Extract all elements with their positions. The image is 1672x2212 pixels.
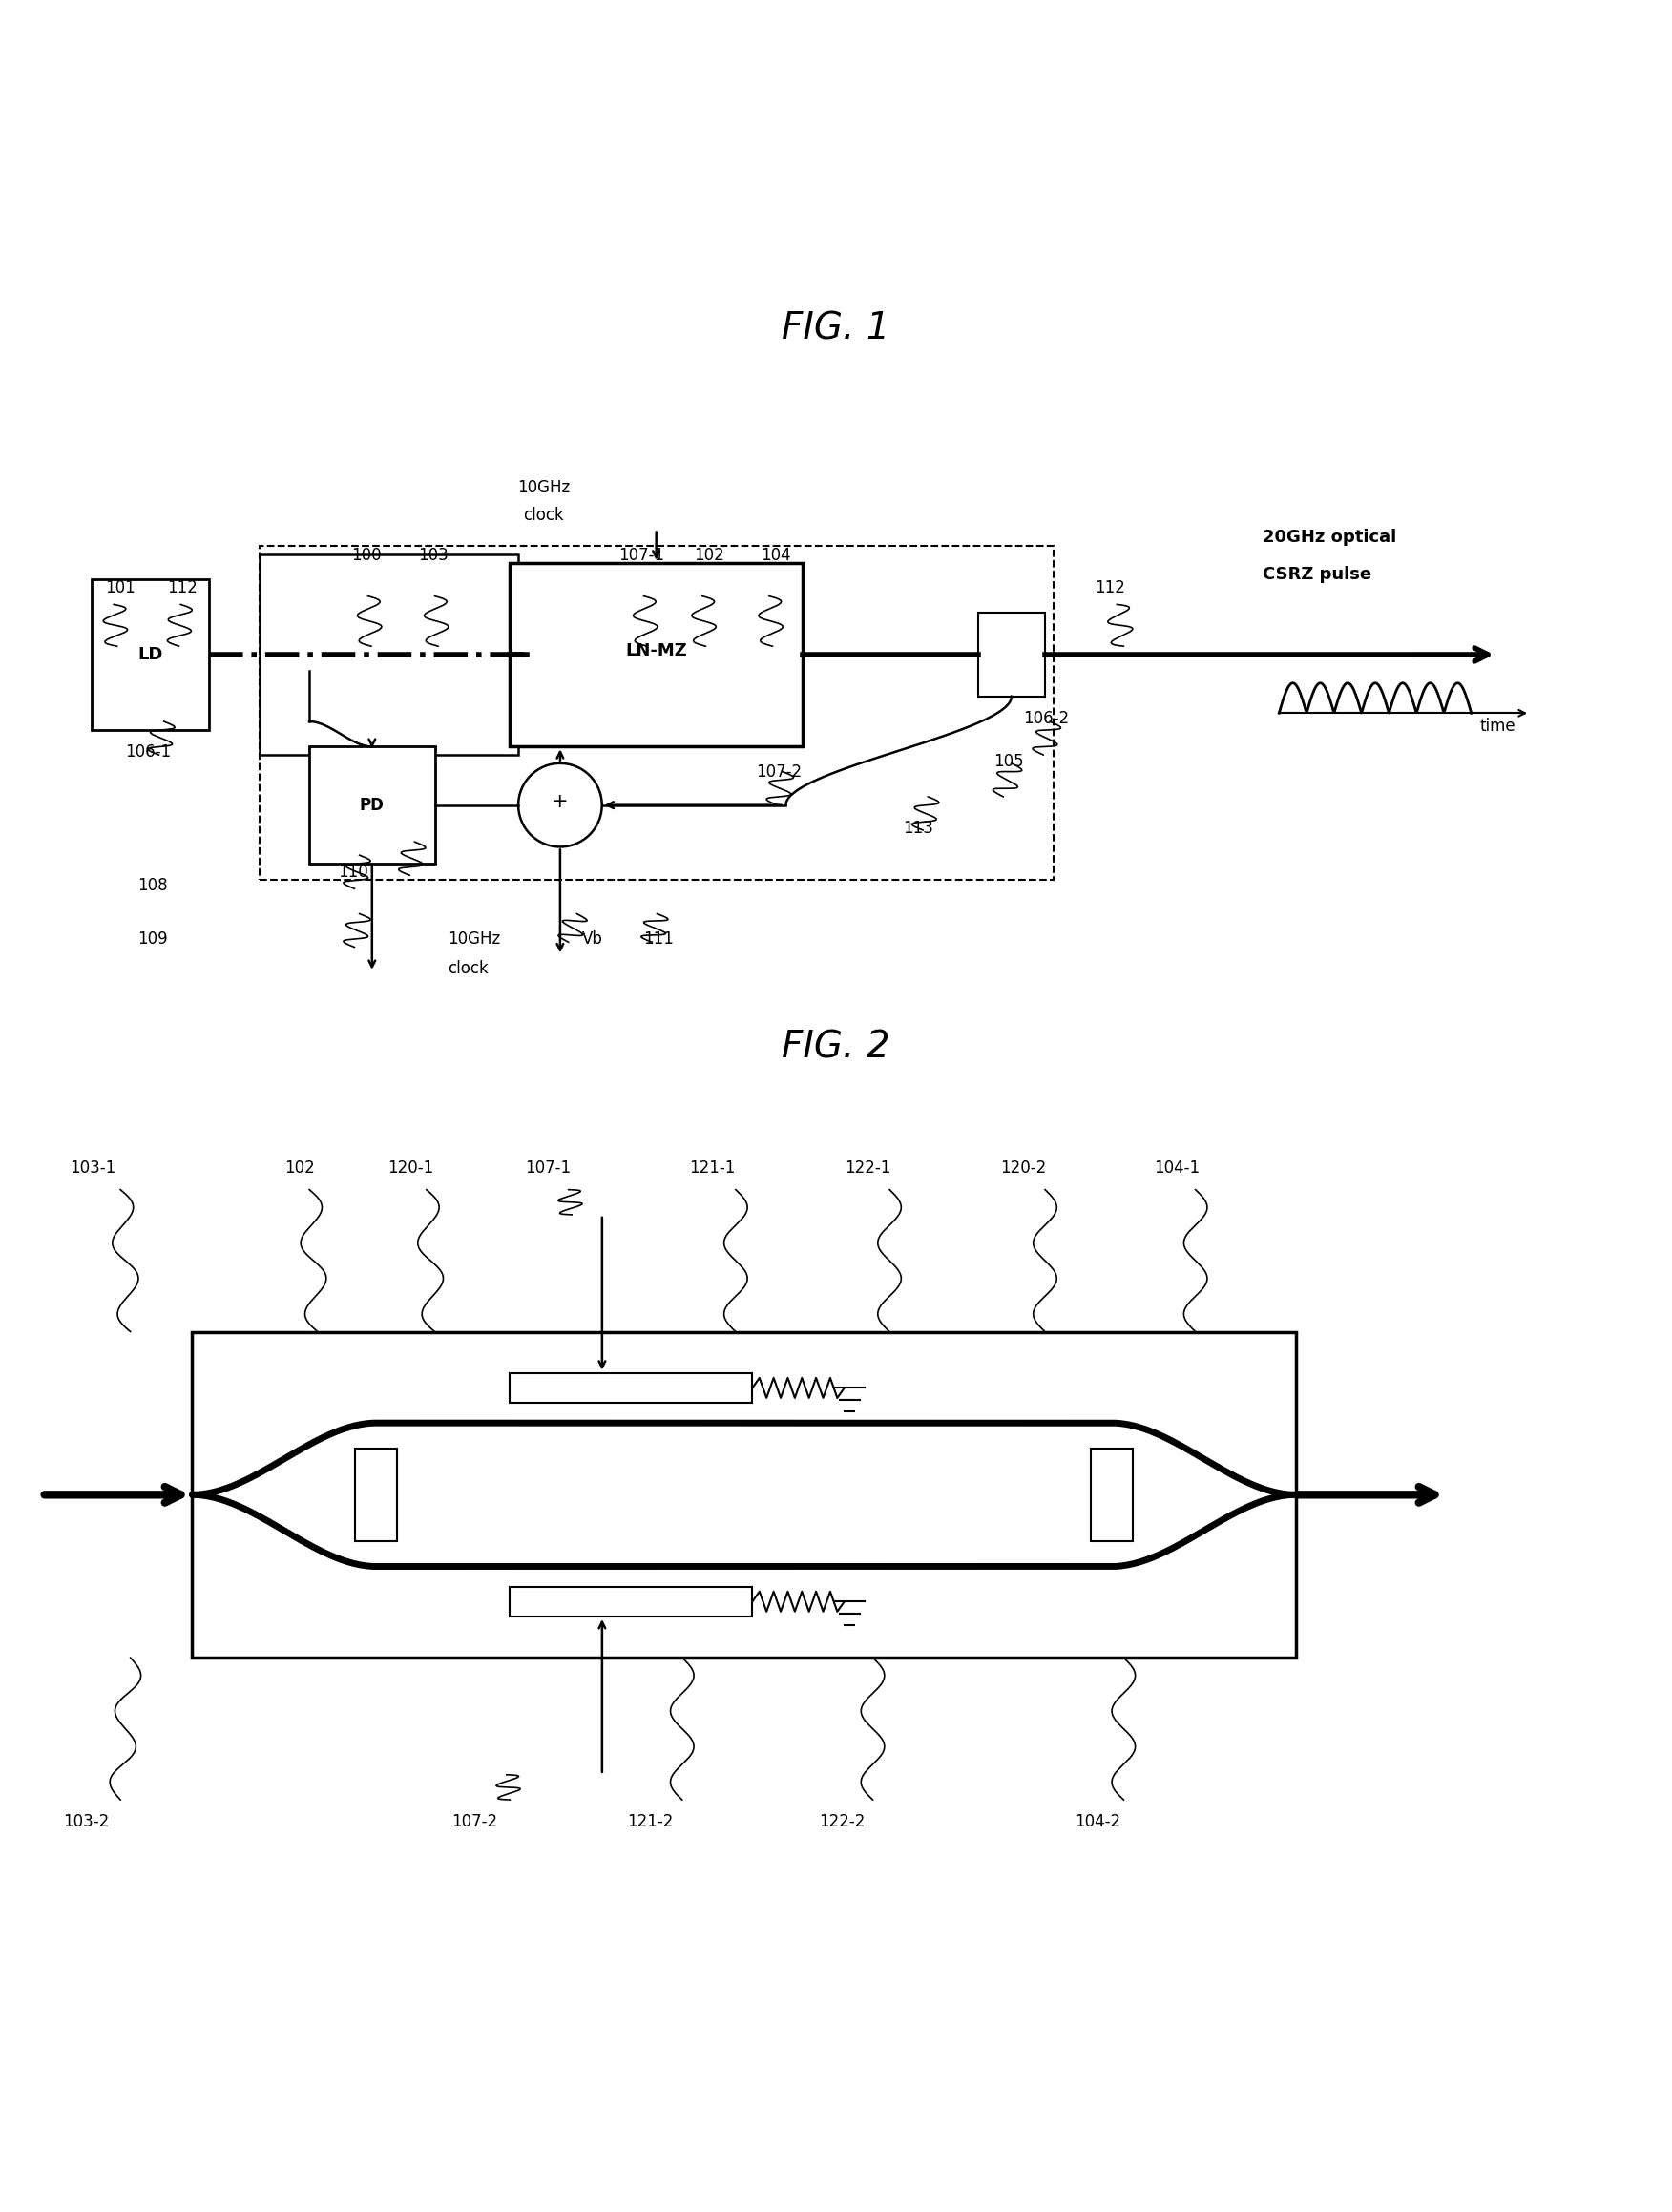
Text: Vb: Vb <box>582 931 602 947</box>
Bar <box>510 1374 752 1402</box>
Text: 108: 108 <box>137 876 167 894</box>
Text: 106-2: 106-2 <box>1023 710 1068 728</box>
Text: 104-2: 104-2 <box>1075 1814 1120 1829</box>
Text: 103-2: 103-2 <box>64 1814 110 1829</box>
Text: 10GHz: 10GHz <box>517 478 570 495</box>
Text: 106-1: 106-1 <box>125 743 171 761</box>
Text: 122-1: 122-1 <box>844 1159 891 1177</box>
Bar <box>354 1449 398 1542</box>
Bar <box>1090 1449 1134 1542</box>
Text: clock: clock <box>523 507 563 524</box>
Text: 104-1: 104-1 <box>1154 1159 1199 1177</box>
Text: 107-2: 107-2 <box>451 1814 497 1829</box>
Text: 104: 104 <box>761 546 791 564</box>
Text: 10GHz: 10GHz <box>448 931 502 947</box>
Bar <box>309 745 435 863</box>
Text: 109: 109 <box>137 931 167 947</box>
Text: 121-1: 121-1 <box>689 1159 736 1177</box>
Text: FIG. 2: FIG. 2 <box>782 1029 890 1066</box>
Text: LN-MZ: LN-MZ <box>625 644 687 659</box>
Text: 102: 102 <box>694 546 724 564</box>
Text: FIG. 1: FIG. 1 <box>782 310 890 347</box>
Bar <box>259 546 1053 880</box>
Text: 111: 111 <box>644 931 674 947</box>
Text: 105: 105 <box>993 752 1023 770</box>
Text: time: time <box>1480 719 1515 734</box>
Text: 107-1: 107-1 <box>525 1159 570 1177</box>
Bar <box>510 562 803 745</box>
Text: 107-2: 107-2 <box>756 763 801 781</box>
Text: 110: 110 <box>338 863 368 880</box>
Text: 107-1: 107-1 <box>619 546 664 564</box>
Text: 102: 102 <box>284 1159 314 1177</box>
Text: 101: 101 <box>105 580 135 595</box>
Text: 20GHz optical: 20GHz optical <box>1262 529 1396 546</box>
Text: PD: PD <box>359 796 385 814</box>
Text: 100: 100 <box>351 546 381 564</box>
Bar <box>510 1586 752 1617</box>
Text: 122-2: 122-2 <box>819 1814 866 1829</box>
Text: 112: 112 <box>167 580 197 595</box>
Text: LD: LD <box>137 646 164 664</box>
Text: 103-1: 103-1 <box>70 1159 117 1177</box>
Text: 112: 112 <box>1095 580 1125 595</box>
Text: +: + <box>552 792 568 812</box>
Text: 121-2: 121-2 <box>627 1814 674 1829</box>
Text: clock: clock <box>448 960 488 978</box>
Bar <box>192 1332 1296 1657</box>
Text: 113: 113 <box>903 821 933 836</box>
Bar <box>978 613 1045 697</box>
Bar <box>92 580 209 730</box>
Text: CSRZ pulse: CSRZ pulse <box>1262 566 1371 584</box>
Text: 120-1: 120-1 <box>388 1159 435 1177</box>
Text: 103: 103 <box>418 546 448 564</box>
Bar <box>259 555 518 754</box>
Text: 120-2: 120-2 <box>1000 1159 1047 1177</box>
